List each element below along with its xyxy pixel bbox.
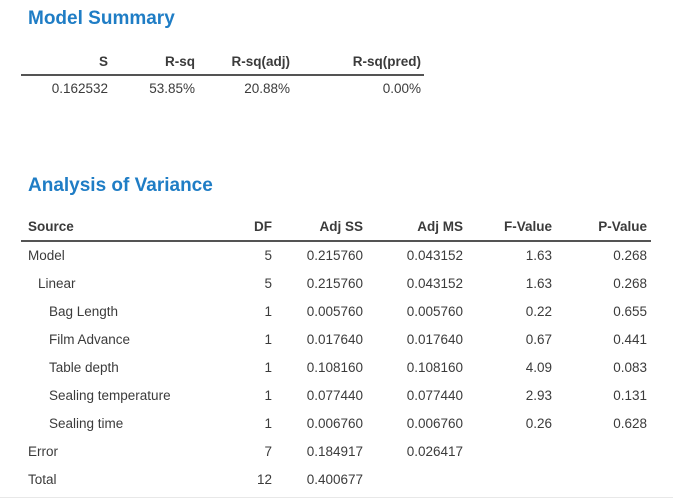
adj-ms-cell: 0.005760 [406, 304, 463, 319]
f-value-cell: 1.63 [525, 276, 552, 291]
f-value-cell: 4.09 [525, 360, 552, 375]
analysis-of-variance-table: Source DF Adj SS Adj MS F-Value P-Value … [21, 212, 651, 494]
model-summary-table: S R-sq R-sq(adj) R-sq(pred) 0.162532 53.… [21, 50, 424, 101]
p-value-cell: 0.268 [613, 248, 647, 263]
adj-ss-cell: 0.215760 [306, 248, 363, 263]
df-cell: 12 [256, 472, 272, 487]
adj-ss-cell: 0.215760 [306, 276, 363, 291]
anova-row-sealing-time: Sealing time 1 0.006760 0.006760 0.26 0.… [21, 410, 651, 438]
df-cell: 7 [264, 444, 272, 459]
adj-ss-cell: 0.005760 [306, 304, 363, 319]
model-summary-header-row: S R-sq R-sq(adj) R-sq(pred) [21, 50, 424, 76]
anova-header-row: Source DF Adj SS Adj MS F-Value P-Value [21, 212, 651, 242]
anova-row-bag-length: Bag Length 1 0.005760 0.005760 0.22 0.65… [21, 298, 651, 326]
f-value-cell [463, 438, 552, 466]
p-value-cell: 0.628 [613, 416, 647, 431]
column-header-rsq-pred: R-sq(pred) [290, 50, 424, 76]
p-value-cell: 0.131 [613, 388, 647, 403]
analysis-of-variance-title: Analysis of Variance [28, 175, 213, 196]
adj-ms-cell: 0.026417 [406, 444, 463, 459]
p-value-cell [552, 438, 651, 466]
source-cell: Sealing time [49, 416, 124, 431]
source-cell: Table depth [49, 360, 119, 375]
anova-row-total: Total 12 0.400677 [21, 466, 651, 494]
column-header-rsq: R-sq [108, 50, 195, 76]
column-header-adj-ss: Adj SS [272, 212, 363, 242]
rsq-pred-value: 0.00% [382, 81, 421, 96]
source-cell: Linear [38, 276, 76, 291]
f-value-cell: 1.63 [525, 248, 552, 263]
adj-ss-cell: 0.108160 [306, 360, 363, 375]
f-value-cell: 0.26 [525, 416, 552, 431]
column-header-s: S [21, 50, 108, 76]
adj-ms-cell: 0.108160 [406, 360, 463, 375]
column-header-f-value: F-Value [463, 212, 552, 242]
p-value-cell: 0.268 [613, 276, 647, 291]
adj-ms-cell [363, 466, 463, 494]
source-cell: Model [28, 248, 65, 263]
df-cell: 5 [264, 276, 272, 291]
df-cell: 1 [264, 388, 272, 403]
p-value-cell: 0.083 [613, 360, 647, 375]
model-summary-title: Model Summary [28, 8, 175, 29]
source-cell: Sealing temperature [49, 388, 171, 403]
f-value-cell [463, 466, 552, 494]
rsq-value: 53.85% [149, 81, 195, 96]
f-value-cell: 0.67 [525, 332, 552, 347]
anova-row-linear: Linear 5 0.215760 0.043152 1.63 0.268 [21, 270, 651, 298]
adj-ms-cell: 0.006760 [406, 416, 463, 431]
adj-ms-cell: 0.017640 [406, 332, 463, 347]
df-cell: 1 [264, 332, 272, 347]
adj-ss-cell: 0.006760 [306, 416, 363, 431]
s-value: 0.162532 [51, 81, 108, 96]
source-cell: Bag Length [49, 304, 119, 319]
p-value-cell: 0.441 [613, 332, 647, 347]
anova-row-error: Error 7 0.184917 0.026417 [21, 438, 651, 466]
source-cell: Film Advance [49, 332, 131, 347]
adj-ms-cell: 0.077440 [406, 388, 463, 403]
adj-ms-cell: 0.043152 [406, 276, 463, 291]
source-cell: Total [28, 472, 57, 487]
anova-row-sealing-temperature: Sealing temperature 1 0.077440 0.077440 … [21, 382, 651, 410]
df-cell: 1 [264, 304, 272, 319]
source-cell: Error [28, 444, 58, 459]
model-summary-values-row: 0.162532 53.85% 20.88% 0.00% [21, 75, 424, 101]
anova-row-model: Model 5 0.215760 0.043152 1.63 0.268 [21, 241, 651, 270]
p-value-cell [552, 466, 651, 494]
adj-ss-cell: 0.184917 [306, 444, 363, 459]
anova-row-table-depth: Table depth 1 0.108160 0.108160 4.09 0.0… [21, 354, 651, 382]
p-value-cell: 0.655 [613, 304, 647, 319]
pane-bottom-divider [0, 497, 673, 498]
column-header-source: Source [21, 212, 236, 242]
adj-ss-cell: 0.077440 [306, 388, 363, 403]
adj-ss-cell: 0.017640 [306, 332, 363, 347]
df-cell: 5 [264, 248, 272, 263]
column-header-p-value: P-Value [552, 212, 651, 242]
rsq-adj-value: 20.88% [244, 81, 290, 96]
df-cell: 1 [264, 416, 272, 431]
f-value-cell: 0.22 [525, 304, 552, 319]
column-header-df: DF [236, 212, 272, 242]
adj-ss-cell: 0.400677 [306, 472, 363, 487]
column-header-adj-ms: Adj MS [363, 212, 463, 242]
f-value-cell: 2.93 [525, 388, 552, 403]
column-header-rsq-adj: R-sq(adj) [195, 50, 290, 76]
df-cell: 1 [264, 360, 272, 375]
anova-row-film-advance: Film Advance 1 0.017640 0.017640 0.67 0.… [21, 326, 651, 354]
adj-ms-cell: 0.043152 [406, 248, 463, 263]
